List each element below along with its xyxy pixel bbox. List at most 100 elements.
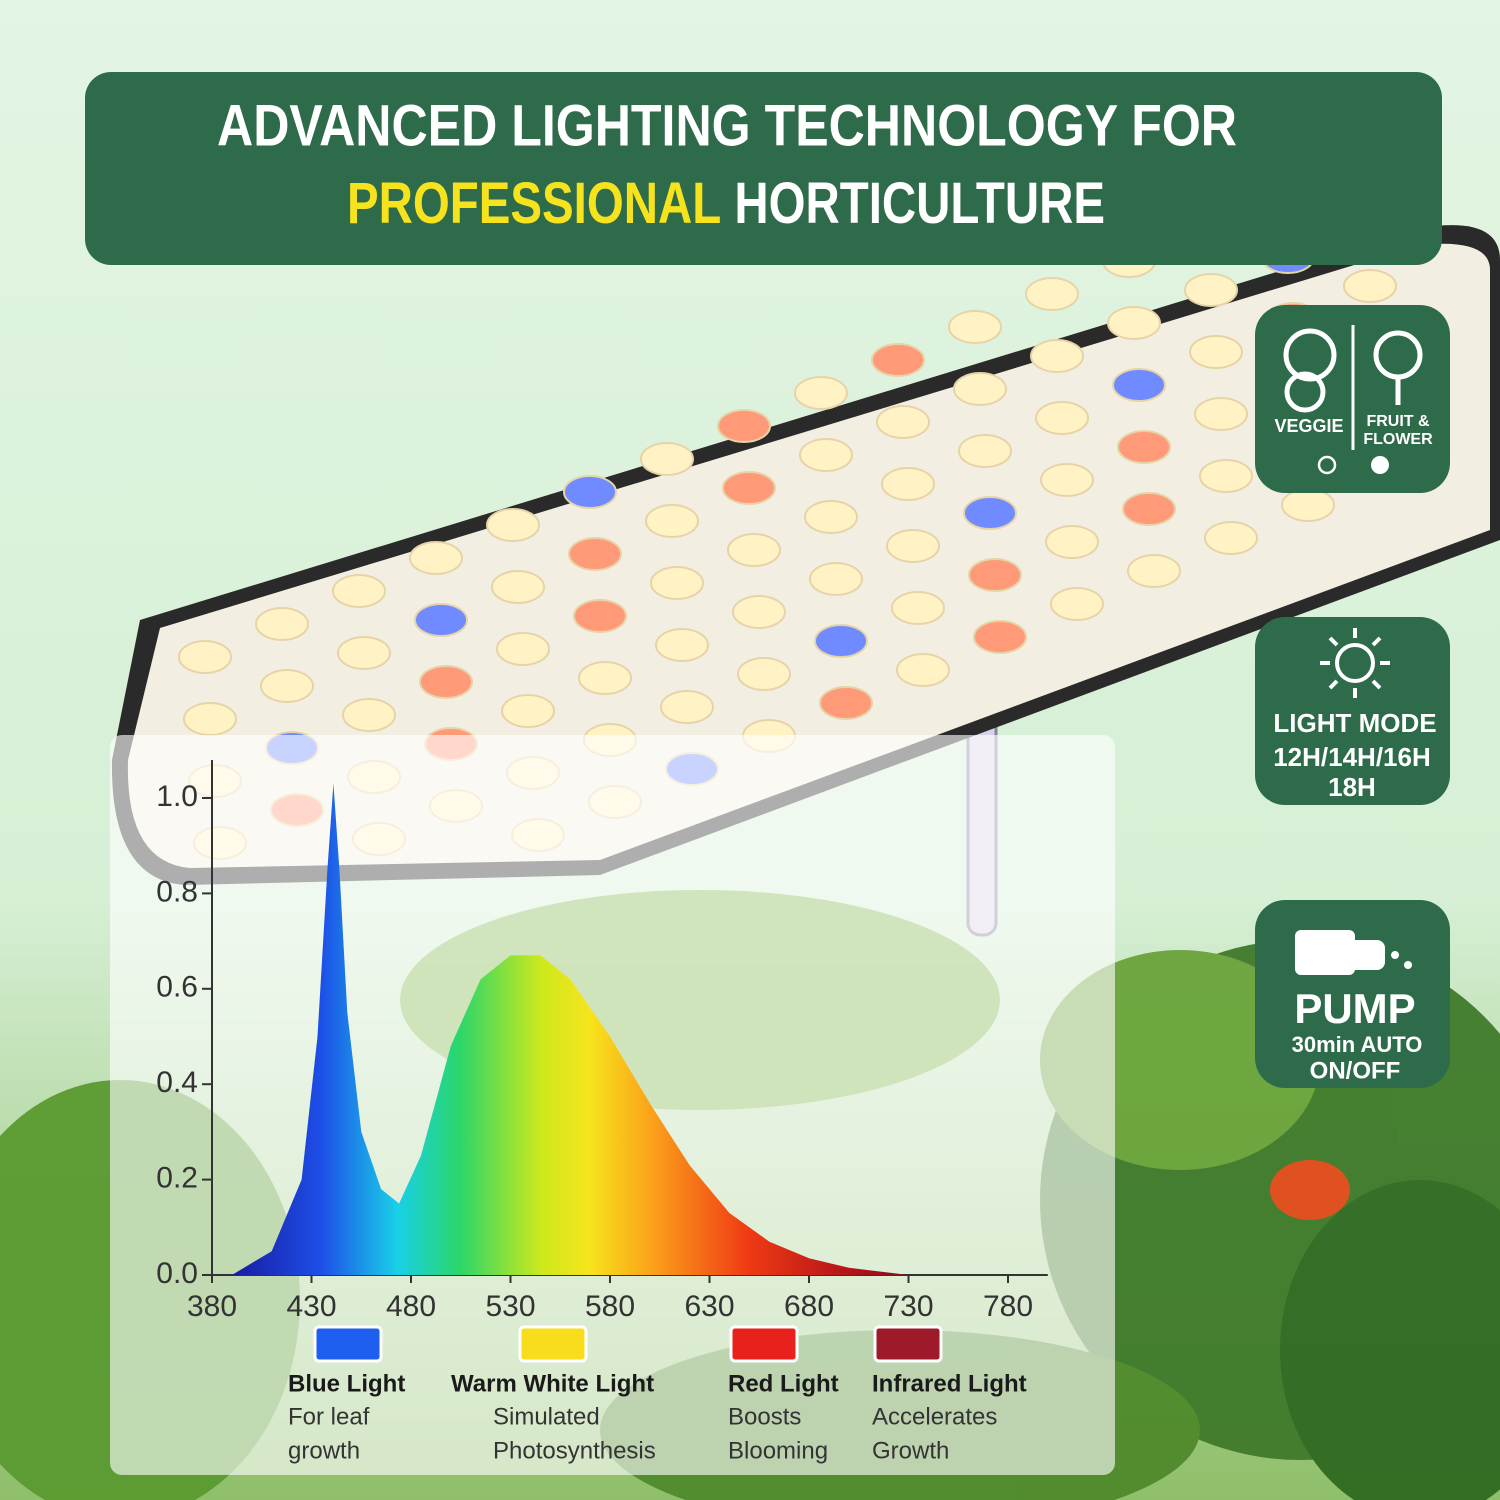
y-tick-label: 0.8 (156, 875, 198, 908)
led (968, 558, 1022, 592)
x-tick-label: 430 (286, 1290, 336, 1323)
led (717, 409, 771, 443)
banner-subtitle: PROFESSIONALHORTICULTURE (347, 171, 1105, 236)
led (409, 541, 463, 575)
badge-light: LIGHT MODE 12H/14H/16H 18H (1255, 617, 1450, 805)
lamp (111, 225, 1500, 885)
led (1281, 488, 1335, 522)
led (1184, 273, 1238, 307)
led (1194, 397, 1248, 431)
y-tick-label: 0.0 (156, 1257, 198, 1290)
legend-description: Growth (872, 1437, 949, 1464)
led (568, 537, 622, 571)
spectrum-area (231, 783, 909, 1275)
led (1199, 459, 1253, 493)
led (1050, 587, 1104, 621)
led (737, 657, 791, 691)
led (732, 595, 786, 629)
badge-text: 18H (1328, 772, 1376, 802)
y-tick-label: 0.2 (156, 1162, 198, 1195)
led (1035, 401, 1089, 435)
led (255, 607, 309, 641)
led (332, 574, 386, 608)
led (1189, 335, 1243, 369)
led (727, 533, 781, 567)
y-tick-label: 0.4 (156, 1066, 198, 1099)
led (876, 405, 930, 439)
led (799, 438, 853, 472)
led (819, 686, 873, 720)
x-tick-label: 680 (784, 1290, 834, 1323)
banner (85, 72, 1442, 265)
led (573, 599, 627, 633)
led (1112, 368, 1166, 402)
led (871, 343, 925, 377)
legend-swatch (518, 1325, 588, 1363)
banner-title: ADVANCED LIGHTING TECHNOLOGY FOR (217, 93, 1237, 158)
led (496, 632, 550, 666)
legend-name: Warm White Light (451, 1370, 654, 1397)
led (183, 702, 237, 736)
led (1343, 269, 1397, 303)
banner-word: HORTICULTURE (734, 171, 1105, 236)
legend-name: Red Light (728, 1370, 839, 1397)
badge-text: 30min AUTO (1292, 1032, 1423, 1057)
x-tick-label: 580 (585, 1290, 635, 1323)
legend-description: For leaf (288, 1403, 370, 1430)
badge-title: PUMP (1294, 985, 1415, 1032)
led (814, 624, 868, 658)
led (260, 669, 314, 703)
led (963, 496, 1017, 530)
legend-description: Boosts (728, 1403, 801, 1430)
led (419, 665, 473, 699)
x-tick-label: 780 (983, 1290, 1033, 1323)
led (794, 376, 848, 410)
led (486, 508, 540, 542)
led (1030, 339, 1084, 373)
led (722, 471, 776, 505)
badge-label: FRUIT & (1366, 413, 1430, 430)
legend-description: Photosynthesis (493, 1437, 656, 1464)
y-tick-label: 1.0 (156, 780, 198, 813)
led (650, 566, 704, 600)
badge-pump: PUMP 30min AUTO ON/OFF (1255, 900, 1450, 1088)
badge-label: VEGGIE (1274, 416, 1343, 436)
led (1040, 463, 1094, 497)
led (948, 310, 1002, 344)
x-tick-label: 380 (187, 1290, 237, 1323)
led (1117, 430, 1171, 464)
highlight: PROFESSIONAL (347, 171, 721, 236)
led (491, 570, 545, 604)
legend-description: Simulated (493, 1403, 600, 1430)
y-tick-label: 0.6 (156, 971, 198, 1004)
legend-name: Infrared Light (872, 1370, 1027, 1397)
led (1127, 554, 1181, 588)
led (501, 694, 555, 728)
chart: 0.0 0.2 0.4 0.6 0.8 1.0 380 430 480 530 580 630 680 7… (156, 760, 1048, 1464)
x-tick-label: 480 (386, 1290, 436, 1323)
led (660, 690, 714, 724)
led (881, 467, 935, 501)
led (578, 661, 632, 695)
led (958, 434, 1012, 468)
badge-text: ON/OFF (1310, 1057, 1401, 1084)
legend-description: growth (288, 1437, 360, 1464)
led (1204, 521, 1258, 555)
led (342, 698, 396, 732)
led (640, 442, 694, 476)
led (886, 529, 940, 563)
led (896, 653, 950, 687)
led (563, 475, 617, 509)
x-tick-label: 730 (883, 1290, 933, 1323)
legend-swatch (729, 1325, 799, 1363)
led (953, 372, 1007, 406)
legend-swatch (313, 1325, 383, 1363)
led (804, 500, 858, 534)
led (645, 504, 699, 538)
badge-mode: VEGGIE FRUIT & FLOWER (1255, 305, 1450, 493)
led (1045, 525, 1099, 559)
led (337, 636, 391, 670)
legend-description: Accelerates (872, 1403, 997, 1430)
led (1107, 306, 1161, 340)
badge-title: LIGHT MODE (1273, 708, 1436, 738)
